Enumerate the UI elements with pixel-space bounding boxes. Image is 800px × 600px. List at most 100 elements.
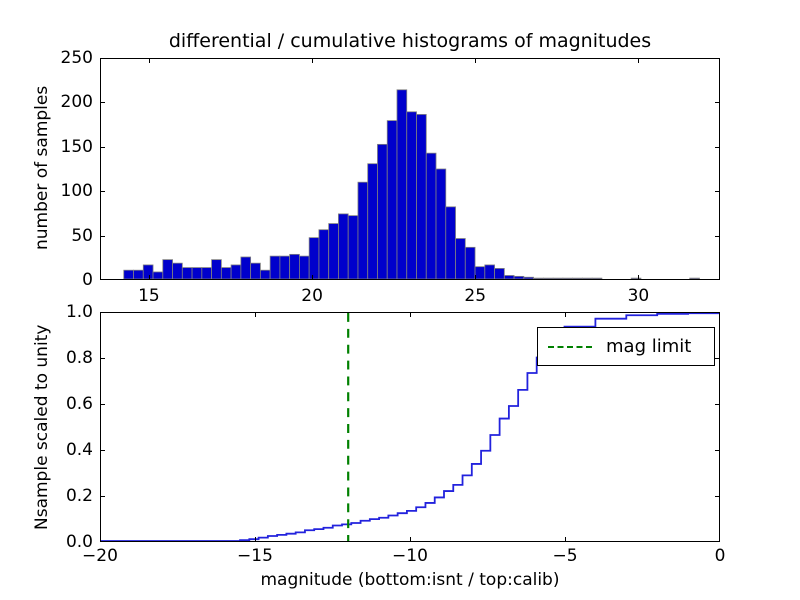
y-tick-mark (100, 404, 105, 405)
histogram-bar (250, 262, 261, 279)
y-tick-mark (100, 146, 105, 148)
x-tick-mark (255, 312, 256, 317)
bottom-panel-x-axis-label: magnitude (bottom:isnt / top:calib) (260, 570, 560, 590)
histogram-bar (230, 264, 242, 279)
histogram-bar (162, 259, 173, 279)
x-tick-mark (148, 275, 150, 280)
y-tick-mark (100, 235, 105, 237)
histogram-bar (152, 271, 164, 279)
x-tick-mark (565, 312, 566, 317)
histogram-bar (377, 143, 388, 279)
histogram-bar (533, 277, 544, 279)
histogram-bar (172, 262, 183, 279)
x-tick-mark (312, 275, 314, 280)
y-tick-mark (715, 450, 720, 451)
y-tick-mark (100, 358, 105, 359)
y-tick-label: 250 (60, 48, 93, 68)
histogram-bar (513, 275, 525, 279)
histogram-bar (259, 269, 271, 279)
histogram-bar (289, 253, 300, 279)
histogram-bar (211, 259, 222, 279)
histogram-bar (269, 255, 281, 279)
x-tick-mark (410, 312, 411, 317)
x-tick-label: 0 (714, 546, 726, 566)
x-tick-mark (475, 275, 477, 280)
y-tick-label: 0 (82, 270, 93, 290)
histogram-bar (503, 275, 515, 279)
y-tick-mark (715, 146, 720, 148)
x-tick-mark (148, 58, 150, 63)
y-tick-label: 100 (60, 181, 93, 202)
histogram-bar (133, 269, 144, 279)
y-tick-mark (715, 496, 720, 497)
x-tick-label: −10 (392, 546, 428, 566)
y-tick-label: 0.6 (65, 394, 93, 414)
differential-histogram-plot (123, 89, 700, 279)
histogram-bar (357, 181, 369, 279)
histogram-bar (318, 229, 330, 279)
y-tick-mark (100, 191, 105, 193)
histogram-bar (279, 255, 291, 279)
legend[interactable]: mag limit (537, 327, 715, 366)
histogram-bar (552, 277, 564, 279)
x-tick-label: 15 (138, 286, 160, 306)
x-tick-label: −15 (237, 546, 273, 566)
figure-title: differential / cumulative histograms of … (168, 30, 652, 52)
histogram-bar (367, 163, 378, 279)
histogram-bar (338, 213, 349, 279)
y-tick-label: 50 (71, 225, 93, 246)
y-tick-mark (100, 450, 105, 451)
y-tick-label: 0.4 (65, 440, 93, 460)
histogram-bar (425, 152, 437, 279)
histogram-bar (386, 120, 398, 279)
y-tick-mark (715, 102, 720, 104)
legend-label-mag-limit: mag limit (606, 336, 692, 357)
histogram-bar (191, 267, 203, 279)
histogram-bar (123, 269, 134, 279)
x-tick-mark (410, 537, 411, 542)
histogram-bar (406, 111, 417, 279)
y-tick-label: 0.8 (65, 348, 93, 368)
histogram-bar (581, 277, 593, 279)
y-tick-mark (715, 358, 720, 359)
y-tick-label: 200 (60, 92, 93, 113)
x-tick-mark (565, 537, 566, 542)
x-tick-mark (638, 58, 640, 63)
histogram-bar (220, 267, 232, 279)
histogram-bar (689, 277, 700, 279)
histogram-bar (416, 114, 427, 279)
histogram-bar (445, 206, 456, 279)
histogram-bar (308, 237, 320, 279)
y-tick-mark (100, 102, 105, 104)
top-panel-axes (100, 58, 720, 280)
histogram-bar (591, 277, 603, 279)
y-tick-mark (715, 235, 720, 237)
histogram-bar (347, 215, 359, 279)
histogram-bar (455, 238, 466, 279)
histogram-bar (328, 223, 339, 279)
x-tick-label: 25 (464, 286, 487, 306)
histogram-bar (484, 264, 495, 279)
histogram-bar (523, 276, 534, 279)
x-tick-mark (475, 58, 477, 63)
histogram-bar (572, 277, 583, 279)
histogram-bar (299, 255, 310, 279)
histogram-bar (464, 246, 476, 279)
histogram-bar (494, 268, 505, 279)
y-tick-label: 150 (60, 136, 93, 157)
histogram-bar (435, 168, 447, 279)
mag-limit-line-swatch (548, 345, 592, 348)
histogram-bar (562, 277, 574, 279)
histogram-bar (396, 89, 408, 279)
x-tick-label: −5 (552, 546, 578, 566)
histogram-bar (474, 266, 486, 279)
y-tick-label: 0.0 (65, 532, 93, 552)
histogram-bar (630, 277, 642, 279)
y-tick-mark (100, 496, 105, 497)
x-tick-mark (255, 537, 256, 542)
y-tick-mark (715, 191, 720, 193)
y-tick-label: 1.0 (65, 302, 93, 322)
y-tick-label: 0.2 (65, 486, 93, 506)
histogram-bar (181, 267, 193, 279)
